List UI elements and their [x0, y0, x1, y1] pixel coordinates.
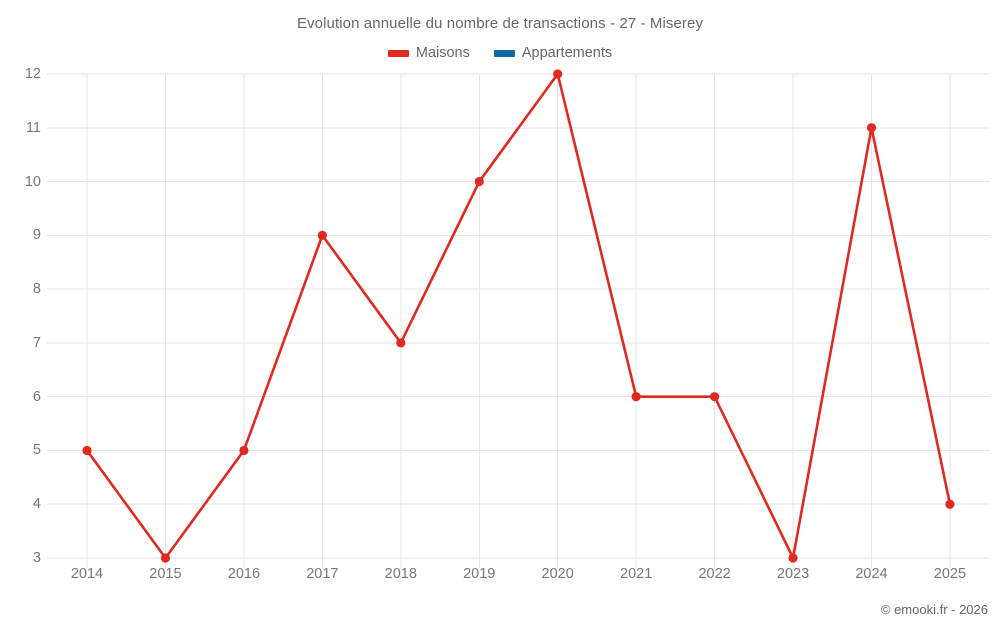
x-axis-tick-label: 2017: [306, 566, 339, 582]
data-point[interactable]: [866, 123, 877, 133]
y-axis-tick-label: 8: [32, 281, 41, 298]
y-axis-tick-label: 6: [32, 388, 41, 405]
x-axis-tick-label: 2015: [149, 566, 182, 582]
data-point[interactable]: [631, 392, 641, 402]
series-line-maisons: [85, 72, 952, 560]
data-point[interactable]: [788, 553, 798, 563]
x-axis-tick-label: 2018: [384, 566, 417, 582]
data-point[interactable]: [239, 445, 249, 456]
x-axis-tick-label: 2022: [698, 566, 731, 582]
x-axis-tick-label: 2023: [776, 566, 810, 582]
y-axis-tick-label: 10: [24, 173, 41, 190]
y-axis-tick-label: 7: [32, 334, 41, 351]
legend-swatch-maisons: [387, 49, 409, 57]
data-point[interactable]: [553, 69, 563, 79]
x-axis-tick-label: 2020: [541, 566, 574, 582]
y-axis-tick-label: 9: [32, 227, 41, 244]
x-axis-tick-label: 2016: [227, 566, 261, 582]
legend-label-maisons: Maisons: [415, 45, 470, 61]
data-point[interactable]: [710, 392, 720, 402]
y-axis-tick-label: 5: [32, 442, 41, 459]
chart-legend: Maisons Appartements: [0, 45, 1000, 61]
footer-credit: © emooki.fr - 2026: [880, 602, 988, 617]
x-axis-tick-label: 2019: [463, 566, 496, 582]
y-axis-tick-label: 3: [32, 550, 41, 566]
data-point[interactable]: [82, 445, 92, 456]
data-point[interactable]: [474, 176, 484, 187]
y-axis-tick-label: 12: [24, 66, 41, 82]
legend-item-maisons[interactable]: Maisons: [387, 45, 470, 61]
legend-item-appartements[interactable]: Appartements: [493, 45, 613, 61]
legend-swatch-appartements: [493, 49, 515, 57]
data-point[interactable]: [317, 230, 327, 240]
plot-area: [47, 69, 990, 568]
data-point[interactable]: [945, 499, 955, 509]
legend-label-appartements: Appartements: [521, 45, 613, 61]
y-axis-tick-label: 11: [25, 119, 41, 136]
x-axis-tick-label: 2024: [855, 566, 888, 582]
x-axis-tick-label: 2014: [70, 566, 104, 582]
plot-svg: [47, 69, 990, 568]
data-point[interactable]: [160, 553, 171, 563]
chart-title: Evolution annuelle du nombre de transact…: [296, 15, 704, 32]
data-point[interactable]: [396, 338, 406, 348]
y-axis-tick-label: 4: [32, 496, 41, 513]
x-axis-tick-label: 2025: [933, 566, 967, 582]
x-axis-tick-label: 2021: [620, 566, 653, 582]
